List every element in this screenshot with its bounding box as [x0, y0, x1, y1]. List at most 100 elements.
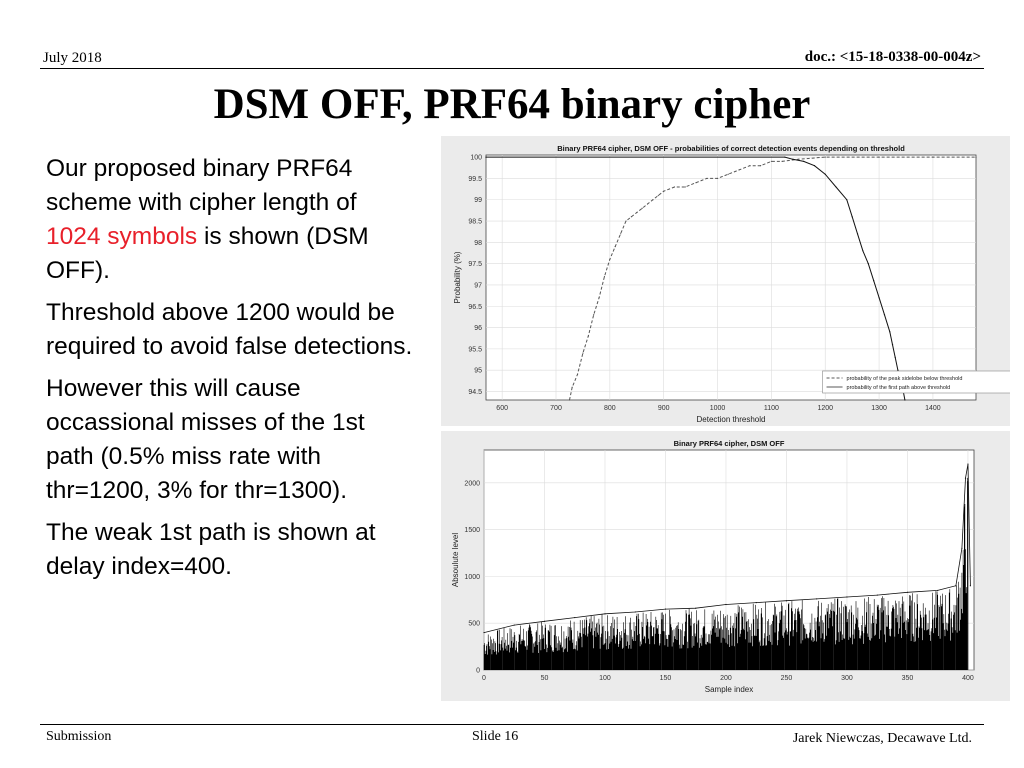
y-tick-label: 0 — [476, 668, 480, 675]
data-point — [969, 585, 971, 587]
data-point — [727, 173, 729, 175]
data-point — [813, 165, 816, 167]
data-point — [673, 186, 676, 188]
x-tick-label: 900 — [658, 405, 670, 412]
plot-area — [485, 154, 977, 401]
data-point — [816, 598, 818, 600]
data-point — [609, 258, 611, 260]
data-point — [867, 263, 869, 265]
y-tick-label: 2000 — [464, 480, 480, 487]
data-point — [785, 600, 788, 602]
level-chart-svg: 0 50 100 150 200 250 300 350 400 0 500 1000 1500 2000… — [451, 439, 975, 694]
data-point — [630, 216, 632, 218]
data-point — [906, 591, 909, 593]
legend-label: probability of the peak sidelobe below t… — [847, 376, 963, 382]
data-point — [749, 165, 751, 167]
y-axis-label: Absoulute level — [451, 533, 460, 587]
data-point — [483, 631, 485, 634]
x-tick-label: 250 — [781, 675, 793, 682]
header-rule — [40, 68, 984, 69]
data-point — [574, 616, 576, 619]
data-point — [835, 186, 837, 188]
data-point — [664, 608, 667, 610]
signal-trace — [483, 477, 969, 670]
data-point — [620, 233, 622, 235]
data-point — [587, 335, 589, 337]
y-tick-label: 97 — [474, 282, 482, 289]
x-tick-label: 1000 — [710, 405, 726, 412]
data-point — [891, 344, 894, 346]
data-point — [975, 156, 977, 158]
data-point — [824, 156, 826, 158]
slide-title: DSM OFF, PRF64 binary cipher — [213, 81, 811, 128]
data-point — [967, 463, 969, 465]
chart-title: Binary PRF64 cipher, DSM OFF — [674, 439, 785, 448]
data-point — [646, 203, 649, 205]
x-tick-label: 400 — [962, 675, 974, 682]
paragraph-2: Threshold above 1200 would be required t… — [46, 299, 413, 360]
x-tick-label: 200 — [720, 675, 732, 682]
x-tick-label: 700 — [550, 405, 562, 412]
data-point — [543, 620, 546, 622]
y-axis-label: Probability (%) — [453, 251, 462, 303]
data-point — [803, 160, 805, 162]
x-tick-label: 1100 — [764, 405, 779, 412]
data-point — [937, 589, 939, 592]
data-point — [568, 399, 571, 401]
data-point — [878, 297, 880, 299]
x-axis-label: Detection threshold — [697, 415, 766, 424]
data-point — [862, 250, 864, 252]
data-point — [706, 177, 708, 180]
x-tick-label: 1200 — [817, 405, 833, 412]
data-point — [695, 182, 697, 184]
data-point — [955, 585, 957, 587]
data-point — [641, 207, 643, 209]
y-tick-label: 99.5 — [468, 176, 482, 183]
x-tick-label: 300 — [841, 675, 853, 682]
paragraph-1: Our proposed binary PRF64 scheme with ci… — [46, 152, 416, 288]
footer-author: Jarek Niewczas, Decawave Ltd. — [792, 731, 972, 746]
data-point — [513, 624, 515, 626]
data-point — [851, 216, 853, 218]
data-point — [652, 199, 654, 201]
header-doc-id: doc.: <15-18-0338-00-004z> — [804, 49, 981, 65]
data-point — [755, 601, 757, 604]
data-point — [614, 246, 616, 248]
data-point — [634, 611, 636, 613]
y-tick-label: 500 — [468, 621, 480, 628]
data-point — [856, 233, 859, 235]
y-tick-label: 96.5 — [468, 304, 482, 311]
y-tick-label: 95 — [474, 368, 482, 375]
data-point — [961, 547, 963, 549]
data-point — [716, 177, 719, 180]
y-tick-label: 1000 — [464, 574, 480, 581]
data-point — [604, 613, 606, 615]
data-point — [636, 211, 638, 214]
footer-submission: Submission — [46, 729, 112, 744]
y-tick-label: 98.5 — [468, 219, 482, 226]
data-point — [725, 603, 727, 606]
data-point — [593, 314, 595, 316]
x-tick-label: 0 — [482, 675, 486, 682]
y-tick-label: 94.5 — [468, 389, 482, 396]
y-tick-label: 96 — [474, 325, 482, 332]
paragraph-4: The weak 1st path is shown at delay inde… — [46, 519, 376, 580]
data-point — [878, 156, 880, 158]
paragraph-1-start: Our proposed binary PRF64 scheme with ci… — [46, 155, 357, 216]
data-point — [684, 186, 686, 188]
data-point — [824, 173, 826, 175]
data-point — [598, 297, 600, 299]
x-tick-label: 100 — [599, 675, 611, 682]
data-point — [663, 190, 665, 192]
x-axis-label: Sample index — [705, 685, 753, 694]
footer-rule — [40, 724, 984, 725]
x-tick-label: 600 — [496, 405, 508, 412]
series-line-2 — [486, 156, 906, 401]
y-tick-label: 99 — [474, 197, 482, 204]
paragraph-1-end: is shown (DSM OFF). — [46, 223, 369, 284]
data-point — [603, 275, 606, 278]
probability-chart: 600 700 800 900 1000 1100 1200 1300 1400 94.5 95 95… — [441, 136, 1010, 426]
legend-label: probability of the first path above thre… — [847, 385, 951, 391]
data-point — [582, 352, 584, 354]
data-point — [770, 160, 772, 162]
